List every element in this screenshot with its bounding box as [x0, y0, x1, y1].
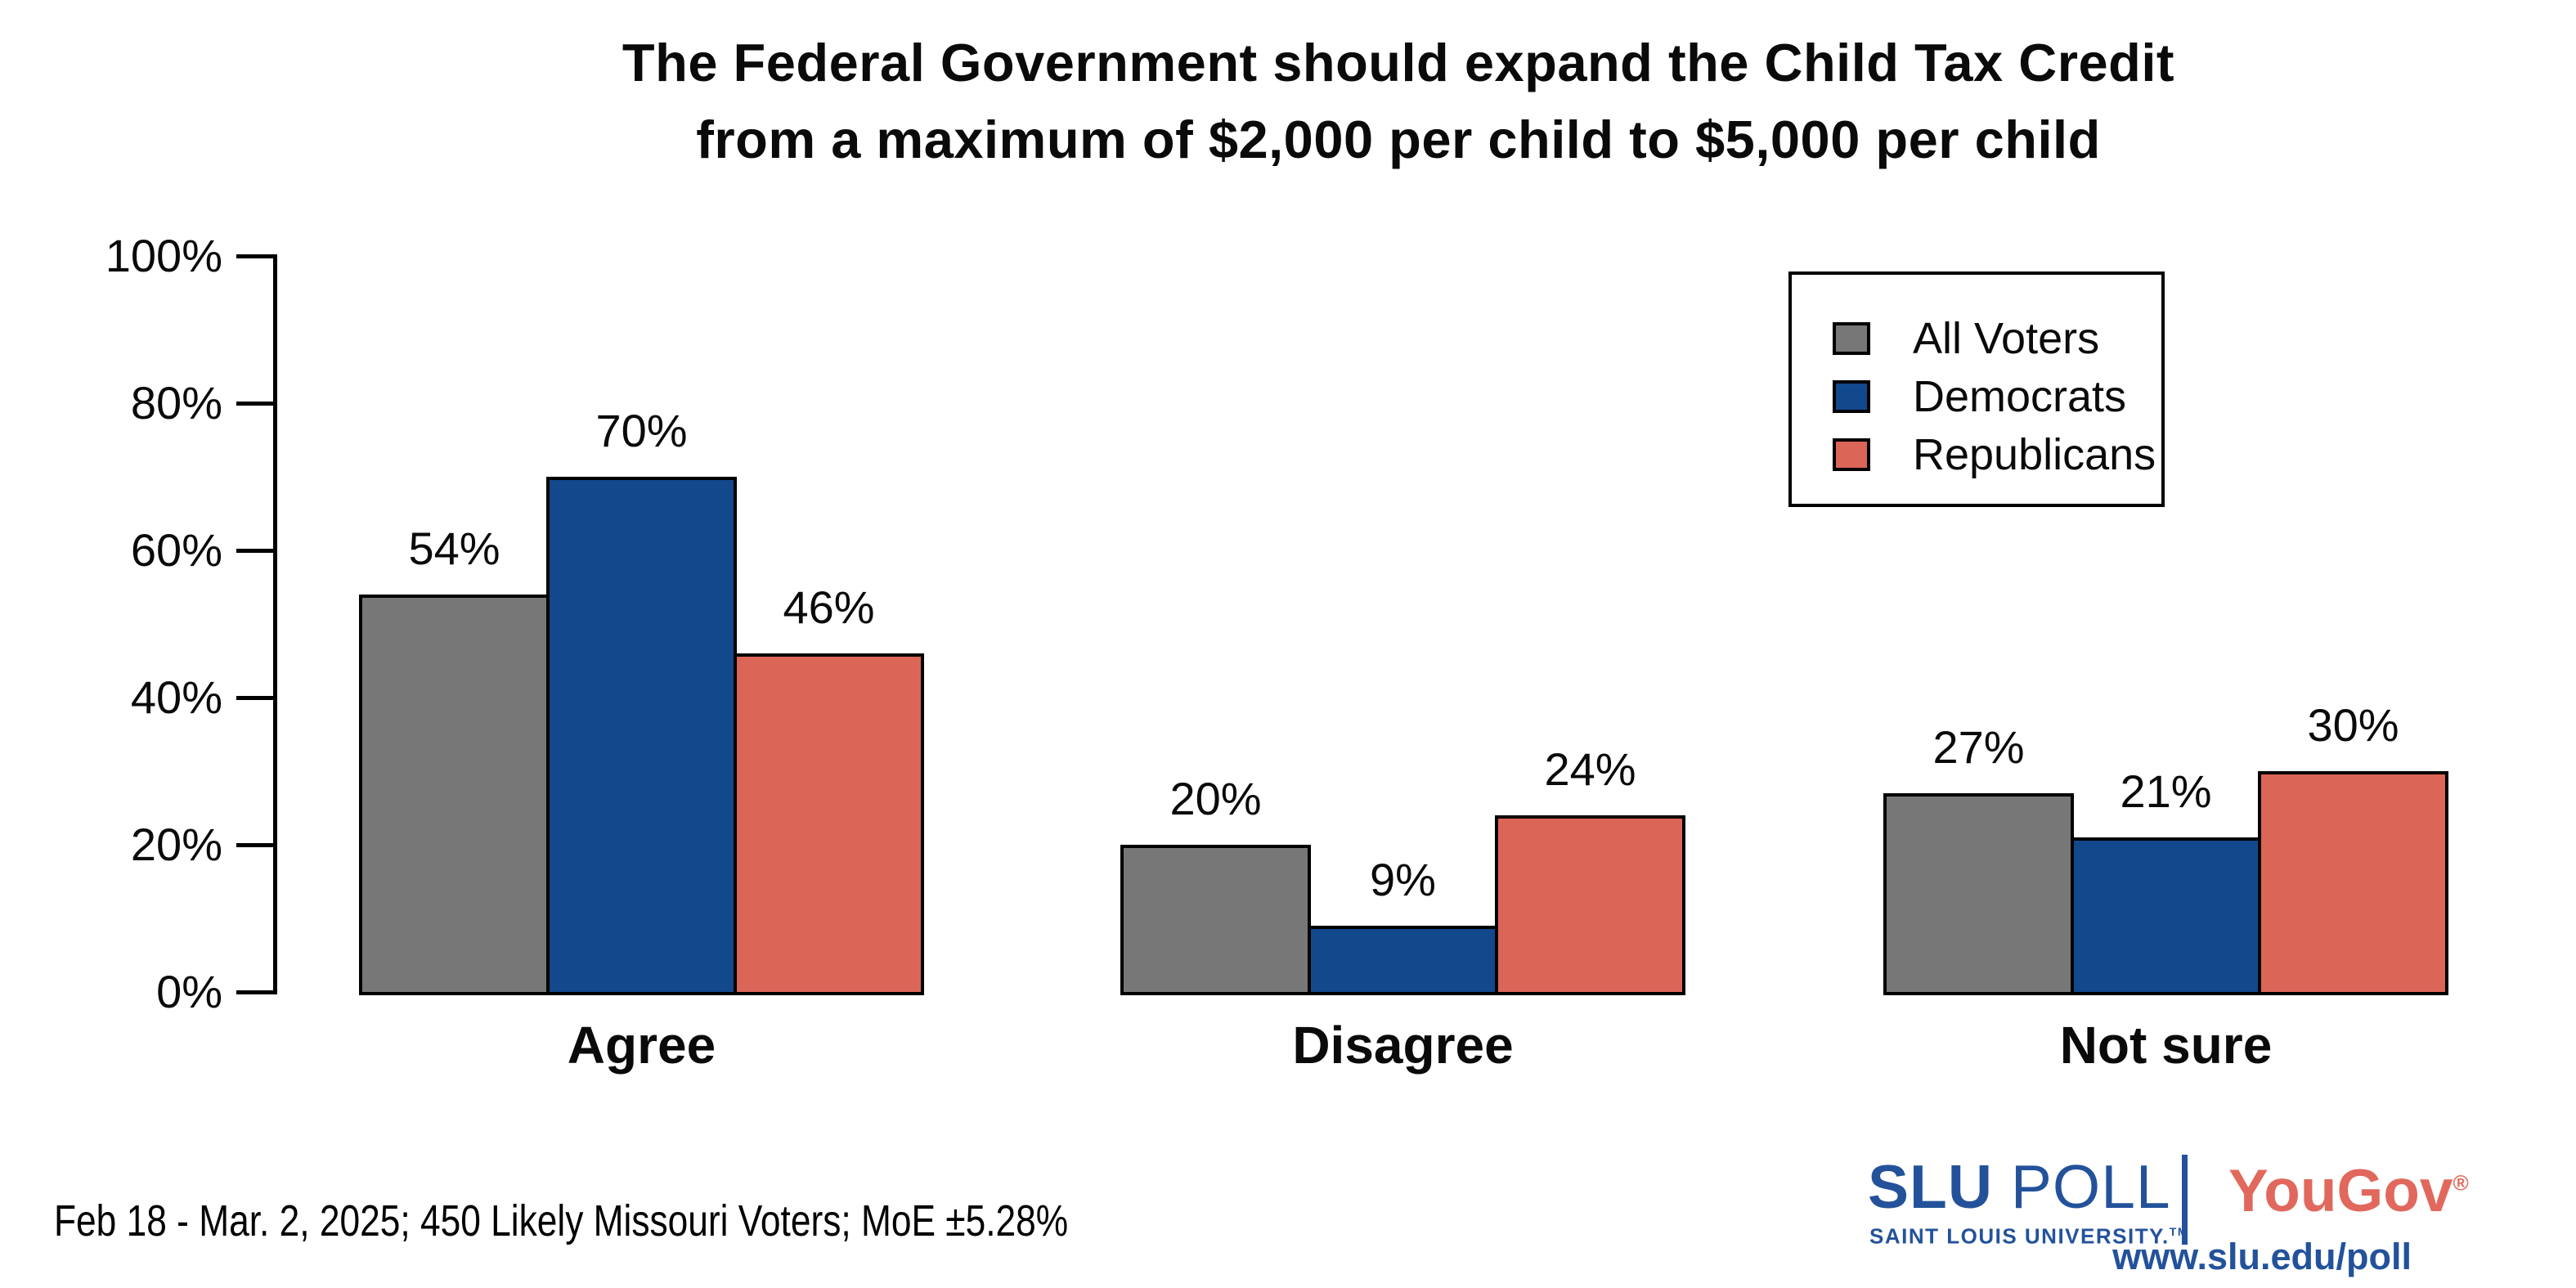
legend-swatch-icon [1833, 379, 1870, 413]
bar-value-label: 21% [2120, 765, 2212, 817]
slu-poll-logo-slu: SLU [1868, 1152, 1993, 1221]
bar-value-label: 20% [1169, 773, 1262, 824]
bar-value-label: 9% [1370, 854, 1436, 905]
legend-label: Democrats [1913, 371, 2127, 421]
bar-value-label: 70% [595, 405, 688, 456]
y-axis-tick-label: 100% [105, 230, 222, 281]
category-label-disagree: Disagree [1292, 1016, 1514, 1075]
bar-agree-all-voters [359, 595, 550, 995]
bar-agree-democrats [546, 477, 737, 995]
bar-not-sure-democrats [2071, 837, 2261, 995]
chart-title: The Federal Government should expand the… [278, 25, 2519, 178]
slu-university-text: SAINT LOUIS UNIVERSITY. [1869, 1223, 2170, 1249]
chart-title-line1: The Federal Government should expand the… [622, 33, 2175, 92]
category-label-agree: Agree [567, 1016, 716, 1075]
y-axis-tick [236, 549, 273, 553]
yougov-text: YouGov [2228, 1158, 2453, 1224]
y-axis-tick-label: 0% [156, 966, 222, 1017]
bar-value-label: 27% [1932, 721, 2025, 773]
slu-poll-logo: SLU POLL [1868, 1156, 2171, 1218]
y-axis-tick-label: 40% [130, 671, 222, 723]
y-axis-tick-label: 20% [130, 819, 222, 870]
slu-university-wordmark: SAINT LOUIS UNIVERSITY.TM [1869, 1220, 2188, 1248]
bar-disagree-democrats [1308, 926, 1498, 995]
survey-note-text: Feb 18 - Mar. 2, 2025; 450 Likely Missou… [54, 1196, 1069, 1245]
registered-symbol: ® [2453, 1170, 2469, 1196]
y-axis-tick [236, 843, 273, 847]
slu-poll-logo-poll: POLL [1993, 1152, 2171, 1221]
y-axis-tick [236, 402, 273, 406]
legend-item-all-voters: All Voters [1792, 309, 2161, 367]
yougov-logo: YouGov® [2228, 1161, 2469, 1221]
y-axis-line [273, 254, 277, 994]
legend-label: Republicans [1913, 429, 2156, 479]
legend-box: All Voters Democrats Republicans [1788, 272, 2165, 507]
bar-not-sure-all-voters [1883, 793, 2074, 995]
survey-note: Feb 18 - Mar. 2, 2025; 450 Likely Missou… [54, 1196, 1290, 1246]
y-axis-tick [236, 990, 273, 994]
bar-disagree-all-voters [1120, 845, 1311, 995]
bar-agree-republicans [734, 653, 924, 995]
bar-value-label: 30% [2307, 699, 2399, 751]
y-axis-tick-label: 60% [130, 524, 222, 576]
bar-value-label: 46% [783, 581, 875, 633]
slu-poll-url: www.slu.edu/poll [2112, 1236, 2412, 1277]
legend-swatch-icon [1833, 438, 1870, 471]
bar-value-label: 24% [1544, 743, 1636, 795]
logo-separator-bar [2182, 1155, 2188, 1245]
legend-label: All Voters [1913, 313, 2100, 363]
category-label-not-sure: Not sure [2059, 1016, 2273, 1075]
y-axis-tick-label: 80% [130, 377, 222, 429]
legend-swatch-icon [1833, 321, 1870, 355]
bar-value-label: 54% [408, 523, 500, 574]
chart-title-line2: from a maximum of $2,000 per child to $5… [696, 110, 2101, 169]
legend-item-democrats: Democrats [1792, 367, 2161, 425]
y-axis-tick [236, 696, 273, 700]
y-axis-tick [236, 254, 273, 258]
bar-disagree-republicans [1495, 815, 1685, 995]
legend-item-republicans: Republicans [1792, 425, 2161, 483]
bar-not-sure-republicans [2258, 771, 2448, 995]
